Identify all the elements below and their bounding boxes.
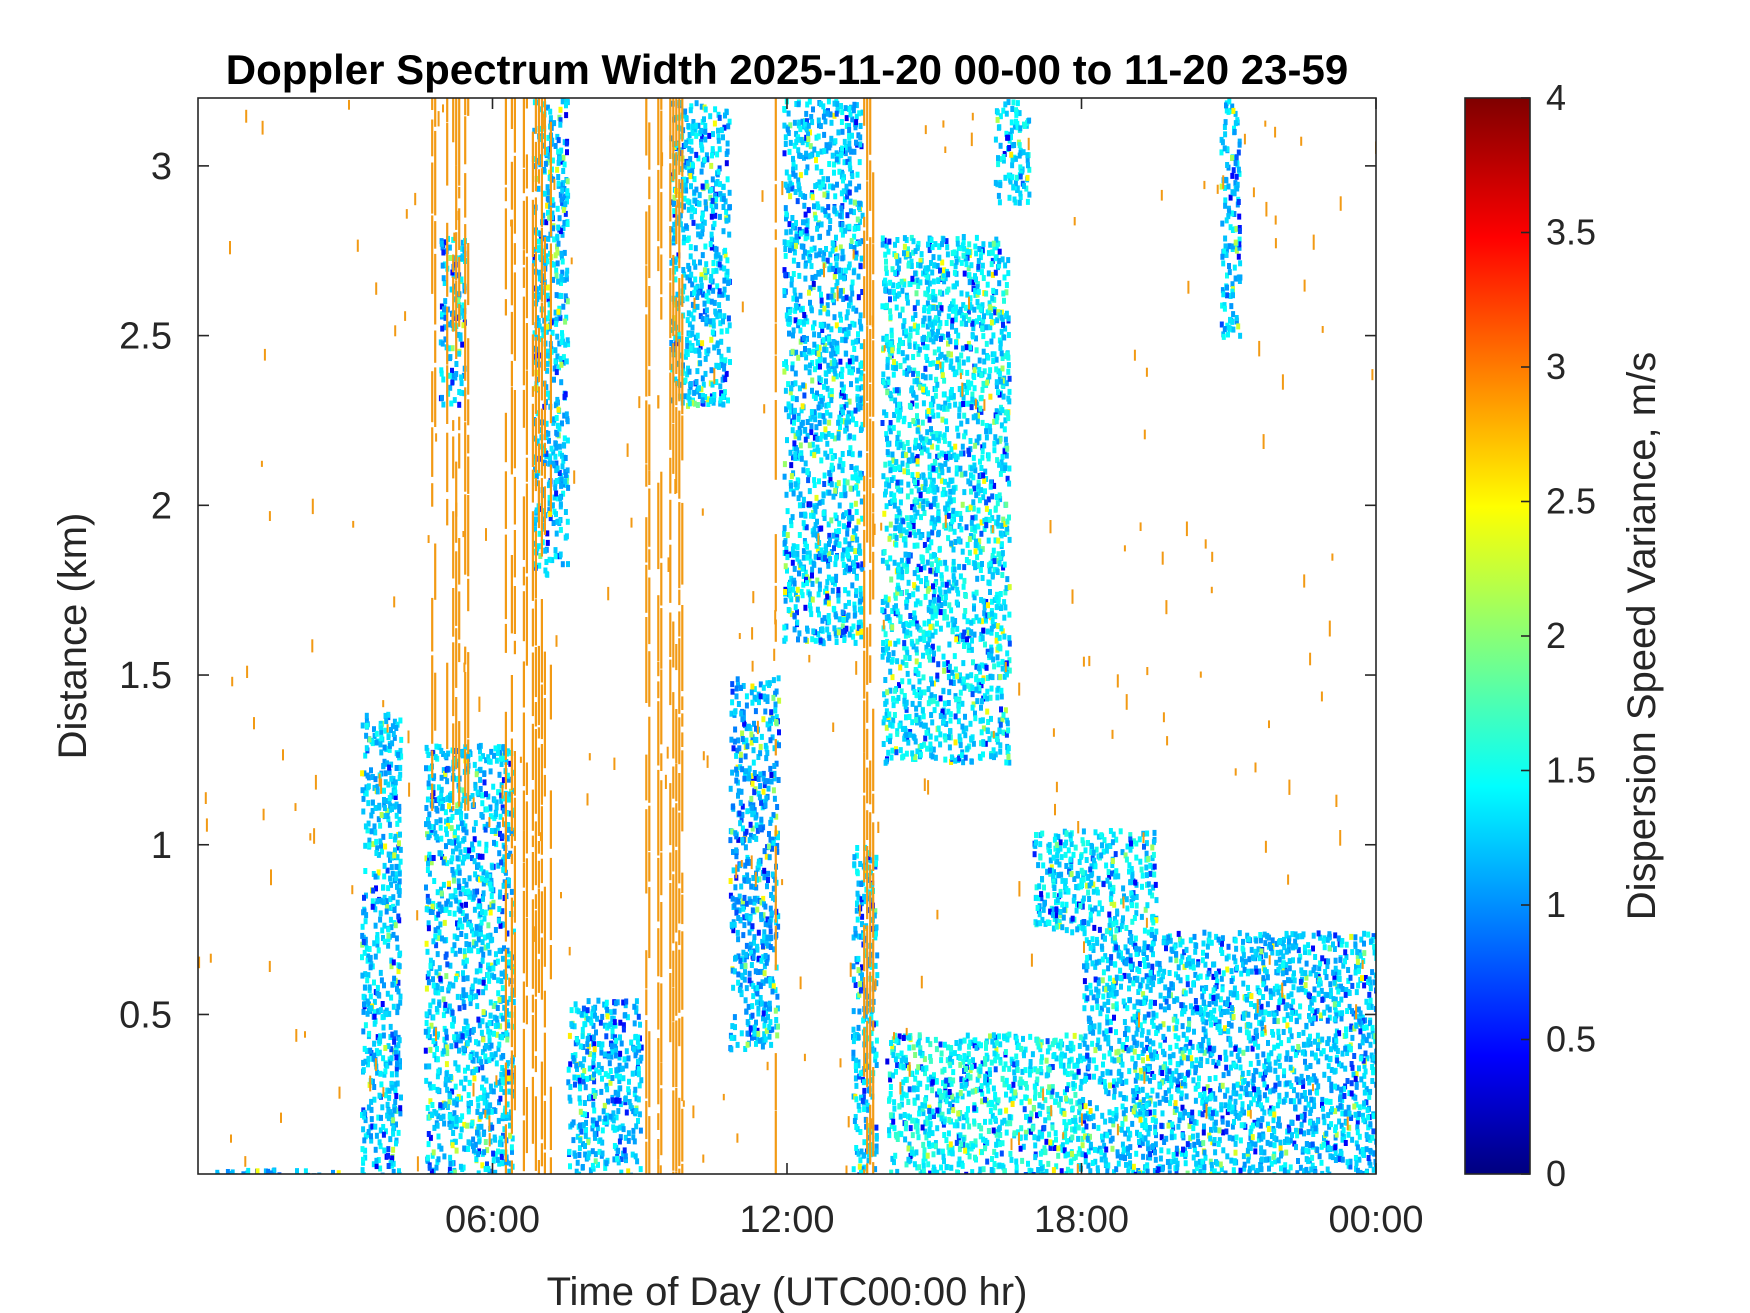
echo-region (728, 675, 782, 1053)
colorbar-ticks: 0 0.5 1 1.5 2 2.5 3 3.5 4 (1521, 77, 1596, 1194)
colorbar-tick-label: 1.5 (1546, 750, 1596, 791)
y-tick-label: 1.5 (119, 655, 172, 697)
colorbar-tick-label: 3.5 (1546, 212, 1596, 253)
colorbar-tick-label: 1 (1546, 884, 1566, 925)
echo-region (885, 1031, 1086, 1174)
echo-region (1219, 98, 1243, 340)
y-axis-ticks: 0.5 1 1.5 2 2.5 3 (119, 146, 1376, 1036)
y-tick-label: 2.5 (119, 316, 172, 358)
echo-region (423, 742, 516, 1174)
orange-band (504, 98, 552, 1174)
x-axis-label: Time of Day (UTC00:00 hr) (547, 1270, 1028, 1313)
echo-region (880, 234, 1012, 766)
chart-title: Doppler Spectrum Width 2025-11-20 00-00 … (226, 46, 1348, 93)
colorbar-tick-label: 0 (1546, 1153, 1566, 1194)
colorbar-tick-label: 4 (1546, 77, 1566, 118)
y-tick-label: 1 (151, 825, 172, 867)
heatmap-layer (198, 98, 1376, 1174)
sparse-noise (198, 99, 1376, 1174)
colorbar-label: Dispersion Speed Variance, m/s (1620, 352, 1664, 920)
colorbar-tick-label: 2 (1546, 615, 1566, 656)
y-axis-label: Distance (km) (51, 513, 95, 760)
colorbar (1465, 98, 1530, 1174)
x-tick-label: 00:00 (1328, 1199, 1423, 1241)
echo-region (669, 100, 732, 409)
y-tick-label: 2 (151, 485, 172, 527)
echo-region (1032, 828, 1159, 936)
y-tick-label: 3 (151, 146, 172, 188)
orange-band (645, 98, 684, 1174)
echo-region (566, 997, 644, 1174)
y-tick-label: 0.5 (119, 994, 172, 1036)
x-axis-ticks: 06:00 12:00 18:00 00:00 (445, 98, 1424, 1241)
x-tick-label: 12:00 (739, 1199, 834, 1241)
x-tick-label: 06:00 (445, 1199, 540, 1241)
orange-band (431, 98, 470, 811)
x-tick-label: 18:00 (1034, 1199, 1129, 1241)
orange-band (774, 98, 777, 1174)
colorbar-tick-label: 0.5 (1546, 1019, 1596, 1060)
echo-region (782, 98, 865, 647)
colorbar-tick-label: 3 (1546, 346, 1566, 387)
echo-region (993, 99, 1032, 206)
colorbar-tick-label: 2.5 (1546, 481, 1596, 522)
echo-region (360, 711, 404, 1174)
echo-region (1082, 929, 1376, 1174)
orange-band (863, 98, 875, 1174)
